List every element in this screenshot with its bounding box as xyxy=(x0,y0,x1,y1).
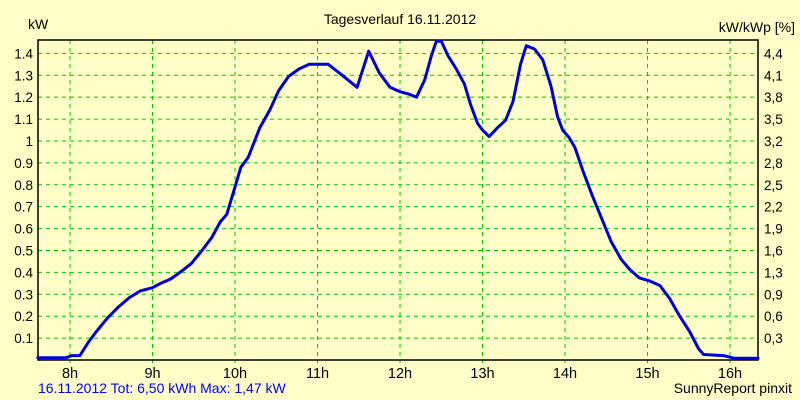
y-tick-label-right: 0,9 xyxy=(764,287,783,302)
y-tick-label-left: 0.6 xyxy=(14,222,33,237)
y-tick-label-left: 1.4 xyxy=(14,46,33,61)
x-tick-label: 16h xyxy=(718,366,742,382)
y-tick-label-left: 1 xyxy=(25,134,33,149)
y-tick-label-left: 0.3 xyxy=(14,287,33,302)
y-tick-label-right: 1,3 xyxy=(764,265,783,280)
power-curve xyxy=(36,39,760,360)
y-tick-label-right: 3,5 xyxy=(764,112,783,127)
x-tick-label: 14h xyxy=(553,366,577,382)
right-axis-unit-label: kW/kWp [%] xyxy=(718,19,795,35)
chart-title: Tagesverlauf 16.11.2012 xyxy=(323,11,477,27)
y-tick-label-left: 1.3 xyxy=(14,68,33,83)
y-tick-label-right: 2,8 xyxy=(764,156,783,171)
y-tick-label-left: 0.7 xyxy=(14,200,33,215)
x-tick-label: 12h xyxy=(388,366,412,382)
y-tick-label-right: 1,6 xyxy=(764,243,783,258)
y-tick-label-right: 4,1 xyxy=(764,68,783,83)
y-tick-label-right: 3,8 xyxy=(764,90,783,105)
y-tick-label-left: 0.1 xyxy=(14,331,33,346)
y-tick-label-left: 0.8 xyxy=(14,178,33,193)
x-tick-label: 9h xyxy=(144,366,160,382)
x-tick-label: 8h xyxy=(62,366,78,382)
footer-summary-text: 16.11.2012 Tot: 6,50 kWh Max: 1,47 kW xyxy=(38,380,286,396)
x-tick-label: 10h xyxy=(223,366,247,382)
y-tick-label-right: 0,3 xyxy=(764,331,783,346)
left-axis-unit-label: kW xyxy=(28,16,49,32)
y-tick-label-right: 2,5 xyxy=(764,178,783,193)
x-tick-label: 11h xyxy=(306,366,329,382)
x-tick-label: 15h xyxy=(635,366,659,382)
y-tick-label-right: 4,4 xyxy=(764,46,783,61)
y-tick-label-right: 0,6 xyxy=(764,309,783,324)
y-tick-label-left: 0.2 xyxy=(14,309,33,324)
y-tick-label-right: 3,2 xyxy=(764,134,783,149)
y-tick-label-left: 0.5 xyxy=(14,243,33,258)
footer-brand-text: SunnyReport pinxit xyxy=(673,380,792,396)
x-tick-label: 13h xyxy=(470,366,494,382)
y-tick-label-left: 1.1 xyxy=(14,112,33,127)
y-tick-label-right: 2,2 xyxy=(764,200,783,215)
y-tick-label-left: 1.2 xyxy=(14,90,33,105)
y-tick-label-right: 1,9 xyxy=(764,222,783,237)
plot-border xyxy=(37,39,759,361)
y-tick-label-left: 0.9 xyxy=(14,156,33,171)
y-tick-label-left: 0.4 xyxy=(14,265,33,280)
